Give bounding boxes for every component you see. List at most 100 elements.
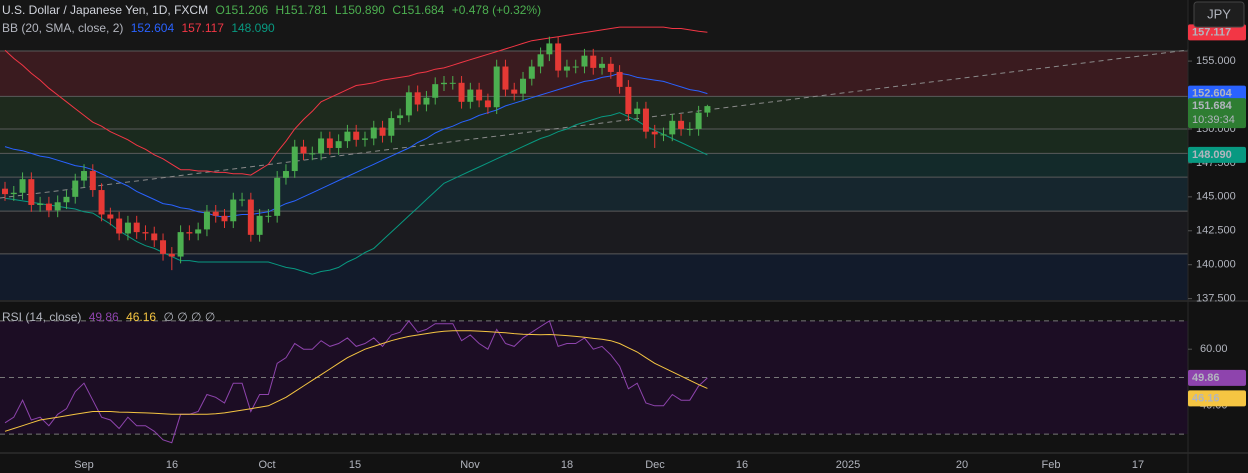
candle-body bbox=[449, 82, 456, 84]
candle-body bbox=[72, 180, 79, 197]
candle-body bbox=[546, 43, 553, 55]
candle-body bbox=[282, 171, 289, 178]
y-tick-label: 142.500 bbox=[1196, 225, 1236, 237]
candle-body bbox=[686, 128, 693, 130]
candle-body bbox=[2, 188, 8, 195]
rsi-extra: ∅ ∅ ∅ ∅ bbox=[163, 310, 215, 324]
candle-body bbox=[607, 63, 614, 72]
y-tick-label: 155.000 bbox=[1196, 55, 1236, 67]
x-tick-label: 16 bbox=[166, 459, 178, 471]
candle-body bbox=[151, 233, 158, 241]
symbol: U.S. Dollar / Japanese Yen, 1D, FXCM bbox=[2, 3, 208, 17]
candle-body bbox=[335, 141, 342, 148]
candle-body bbox=[309, 153, 316, 155]
candle-body bbox=[669, 120, 676, 135]
candle-body bbox=[107, 214, 114, 219]
x-tick-label: 2025 bbox=[836, 459, 860, 471]
candle-body bbox=[590, 55, 597, 68]
change: +0.478 (+0.32%) bbox=[452, 3, 541, 17]
zone bbox=[0, 177, 1188, 212]
candle-body bbox=[458, 82, 465, 102]
candle-body bbox=[124, 222, 131, 234]
currency-button[interactable]: JPY bbox=[1193, 1, 1245, 28]
x-tick-label: 16 bbox=[736, 459, 748, 471]
x-tick-label: Dec bbox=[645, 459, 665, 471]
candle-body bbox=[397, 115, 404, 119]
candle-body bbox=[625, 86, 632, 115]
bb-line bbox=[4, 72, 708, 218]
candle-body bbox=[177, 232, 184, 257]
candle-body bbox=[256, 215, 263, 235]
candle-body bbox=[344, 131, 351, 142]
candle-body bbox=[502, 66, 509, 90]
candle-body bbox=[528, 66, 535, 79]
x-tick-label: 15 bbox=[349, 459, 361, 471]
candle-body bbox=[537, 54, 544, 67]
candle-body bbox=[28, 179, 35, 205]
rsi-value: 49.86 bbox=[89, 310, 119, 324]
candle-body bbox=[599, 63, 606, 68]
currency-button-bg[interactable] bbox=[1193, 1, 1245, 28]
candle-body bbox=[203, 211, 210, 230]
candle-body bbox=[432, 84, 439, 98]
candle-body bbox=[326, 138, 333, 148]
countdown: 10:39:34 bbox=[1192, 114, 1235, 126]
candle-body bbox=[37, 203, 44, 205]
candle-body bbox=[10, 192, 17, 195]
candle-body bbox=[247, 199, 254, 235]
candle-body bbox=[81, 171, 88, 181]
x-tick-label: 17 bbox=[1132, 459, 1144, 471]
last-price: 151.684 bbox=[1192, 100, 1233, 112]
candle-body bbox=[563, 66, 570, 71]
zone bbox=[0, 0, 1188, 52]
candle-body bbox=[405, 92, 412, 116]
bb-lower-value: 148.090 bbox=[231, 21, 275, 35]
candle-body bbox=[370, 127, 377, 139]
y-tick-label: 140.000 bbox=[1196, 259, 1236, 271]
candle-body bbox=[186, 232, 193, 234]
zone bbox=[0, 153, 1188, 178]
candle-body bbox=[300, 146, 307, 154]
candle-body bbox=[54, 202, 61, 211]
candle-body bbox=[388, 118, 395, 136]
candle-body bbox=[45, 203, 52, 211]
y-tick-label: 137.500 bbox=[1196, 293, 1236, 305]
bb-label: BB (20, SMA, close, 2) bbox=[2, 21, 123, 35]
candle-body bbox=[581, 55, 588, 67]
candle-body bbox=[98, 190, 105, 215]
candle-body bbox=[695, 112, 702, 129]
candle-body bbox=[195, 229, 202, 234]
x-tick-label: Nov bbox=[460, 459, 480, 471]
candle-body bbox=[221, 215, 228, 222]
rsi-line bbox=[4, 320, 708, 444]
candle-body bbox=[467, 89, 474, 102]
candle-body bbox=[63, 196, 70, 203]
rsi-ma-value: 46.16 bbox=[126, 310, 156, 324]
candle-body bbox=[212, 211, 219, 216]
rsi-legend: RSI (14, close) 49.86 46.16 ∅ ∅ ∅ ∅ bbox=[2, 310, 215, 324]
zone bbox=[0, 253, 1188, 300]
candle-body bbox=[511, 89, 518, 94]
candle-body bbox=[89, 171, 96, 191]
y-tick-label: 60.00 bbox=[1200, 343, 1228, 355]
candle-body bbox=[361, 138, 368, 140]
candle-body bbox=[660, 134, 667, 136]
currency-label[interactable]: JPY bbox=[1207, 6, 1231, 21]
bb-upper-value: 157.117 bbox=[181, 21, 224, 35]
rsi-badge-bg bbox=[1188, 390, 1246, 407]
candle-body bbox=[291, 146, 298, 172]
rsi-badge: 46.16 bbox=[1192, 392, 1220, 404]
candle-body bbox=[520, 78, 527, 94]
x-tick-label: Feb bbox=[1042, 459, 1061, 471]
bb-legend: BB (20, SMA, close, 2) 152.604 157.117 1… bbox=[2, 21, 275, 35]
header: U.S. Dollar / Japanese Yen, 1D, FXCM O15… bbox=[2, 3, 541, 17]
trend-line bbox=[0, 49, 1189, 199]
candle-body bbox=[634, 108, 641, 115]
candle-body bbox=[704, 106, 711, 113]
candle-body bbox=[423, 97, 430, 105]
bb-badge: 148.090 bbox=[1192, 149, 1232, 161]
candle-body bbox=[572, 66, 579, 68]
bb-basis-value: 152.604 bbox=[131, 21, 175, 35]
rsi-title: RSI (14, close) bbox=[2, 310, 81, 324]
